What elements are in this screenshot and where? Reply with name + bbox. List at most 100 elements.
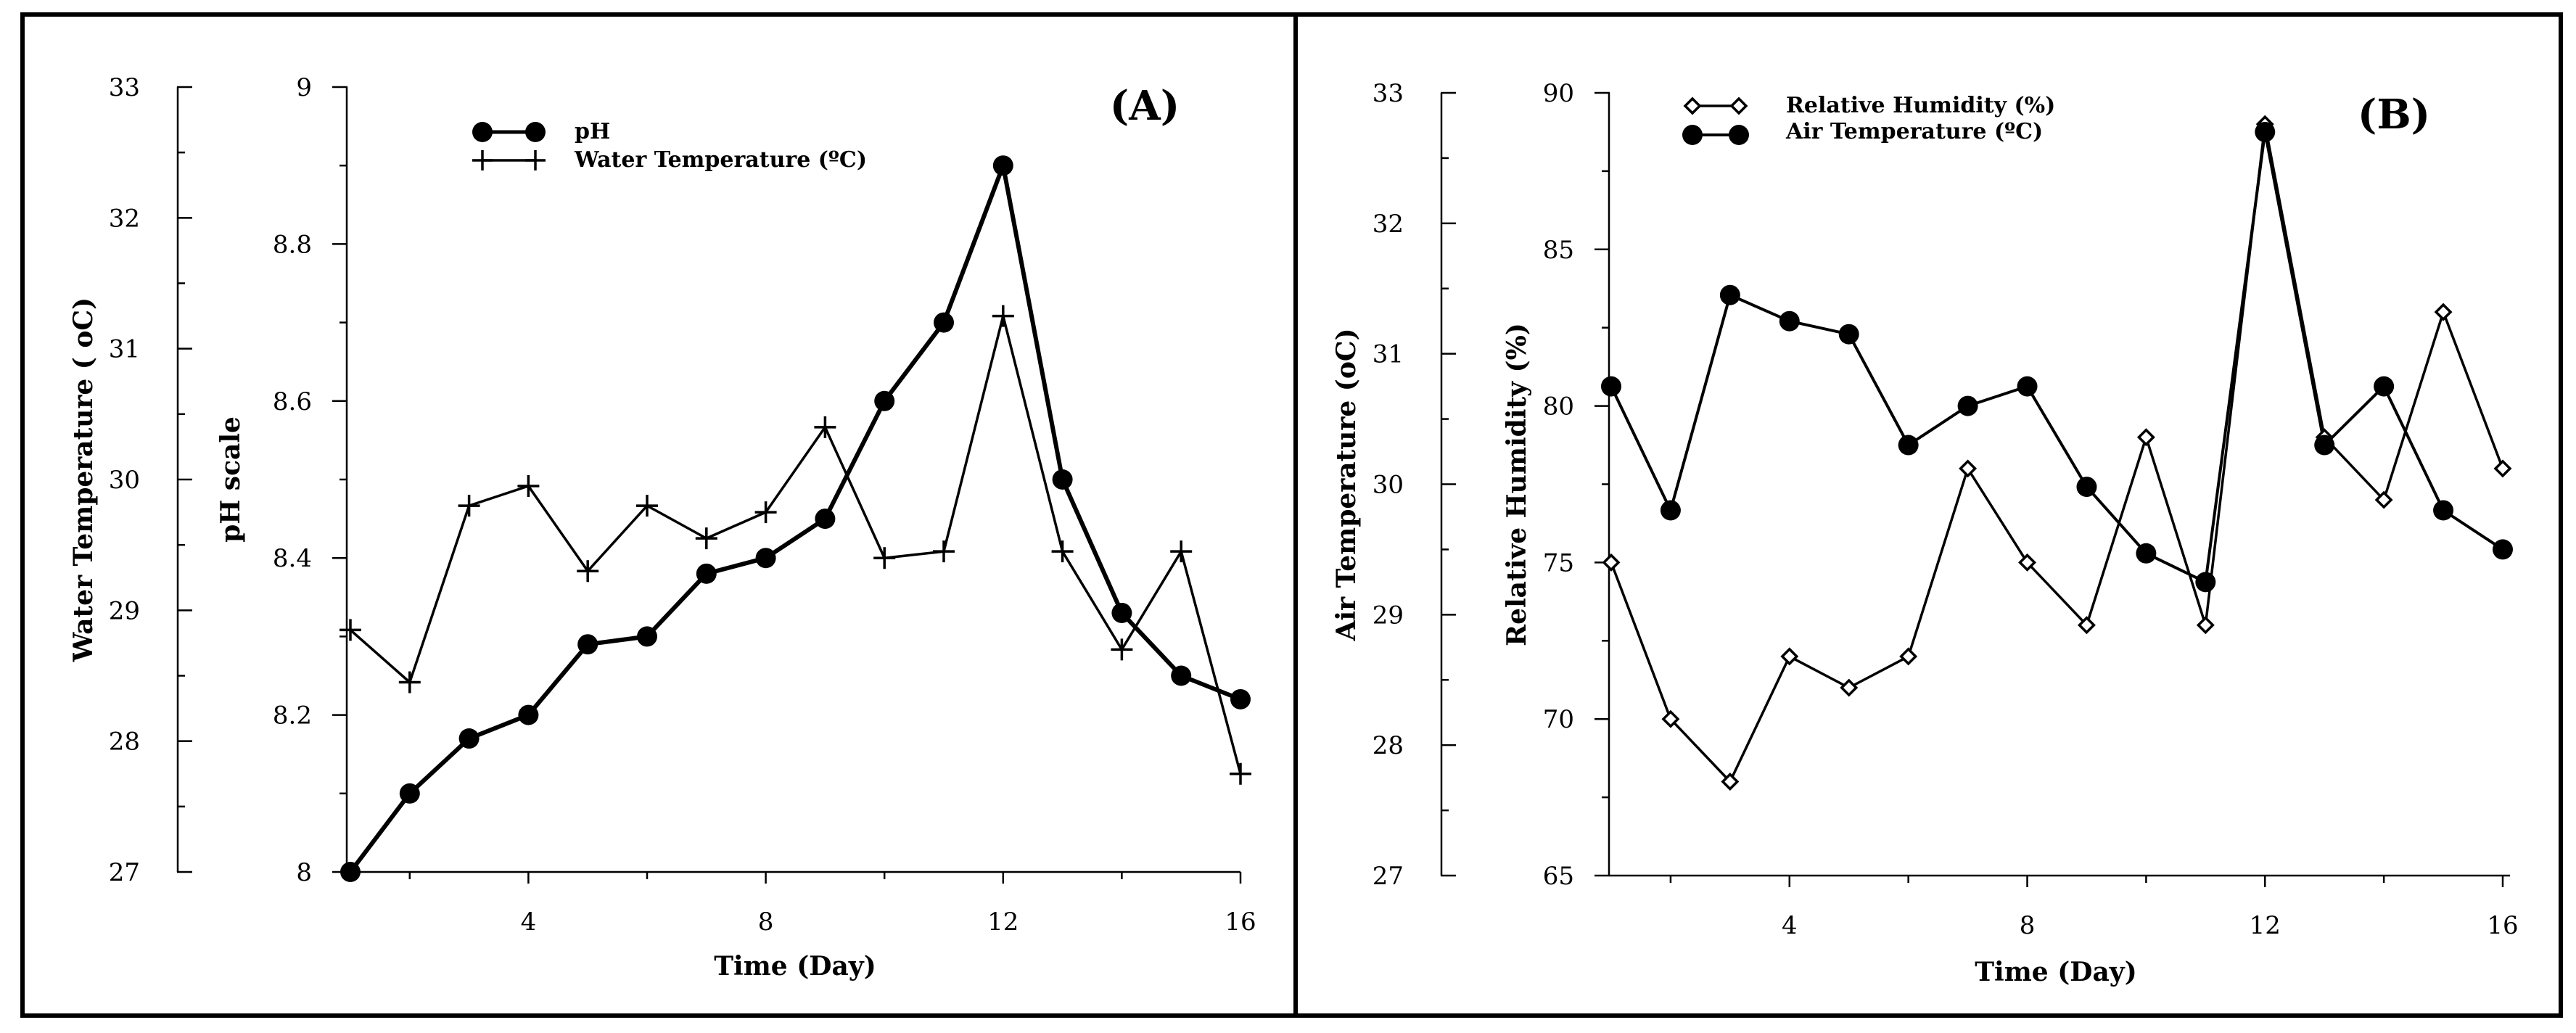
panel-b: 27 28 29 30 31 32 33 65 70 75 80 85 90 4 8 12 16 Air T… (1331, 79, 2519, 987)
data-point-air-temperature-6 (1898, 435, 1919, 456)
data-point-ph-4 (518, 704, 539, 725)
data-point-relative-humidity-8 (2018, 553, 2037, 572)
panel-b-x-axis-label: Time (Day) (1975, 957, 2137, 987)
figure-frame (20, 12, 2563, 1018)
panel-b-legend: Relative Humidity (%) Air Temperature (º… (1682, 93, 2055, 145)
data-point-ph-9 (815, 509, 836, 530)
left-axis-tick-label: 31 (1373, 340, 1404, 369)
right-axis-tick-label: 8.4 (273, 544, 312, 573)
panel-a-water-temp-ticks: 27 28 29 30 31 32 33 (109, 73, 192, 887)
data-point-air-temperature-2 (1660, 500, 1681, 521)
panel-b-label: (B) (2358, 91, 2430, 139)
data-point-water-temperature-15 (1170, 540, 1193, 563)
data-point-ph-2 (399, 783, 420, 804)
data-point-water-temperature-6 (636, 495, 658, 517)
legend-humidity-label: Relative Humidity (%) (1786, 93, 2055, 118)
legend-ph-marker (472, 122, 493, 142)
right-axis-tick-label: 8.6 (273, 387, 312, 416)
data-point-ph-1 (340, 862, 361, 882)
right-axis-tick-label: 8.2 (273, 701, 312, 730)
left-axis-tick-label: 32 (109, 204, 140, 233)
data-point-relative-humidity-7 (1959, 459, 1978, 478)
x-axis-tick-label: 4 (521, 908, 537, 937)
data-point-ph-8 (755, 548, 776, 569)
series-line-water-temperature (349, 314, 1242, 775)
data-point-air-temperature-5 (1838, 324, 1859, 345)
left-axis-tick-label: 33 (1373, 79, 1404, 108)
data-point-air-temperature-1 (1601, 376, 1621, 397)
legend-water-temp-marker (525, 150, 546, 170)
panel-b-humidity-axis-label: Relative Humidity (%) (1502, 323, 1532, 646)
left-axis-tick-label: 27 (109, 858, 140, 887)
right-axis-tick-label: 75 (1543, 548, 1574, 577)
data-point-ph-10 (874, 390, 895, 411)
data-point-ph-6 (637, 626, 657, 647)
data-point-ph-15 (1171, 665, 1192, 686)
right-axis-tick-label: 80 (1543, 392, 1574, 421)
data-point-ph-14 (1111, 602, 1132, 623)
right-axis-tick-label: 65 (1543, 862, 1574, 891)
left-axis-tick-label: 29 (109, 596, 140, 625)
legend-air-temp-label: Air Temperature (ºC) (1785, 119, 2043, 144)
data-point-air-temperature-14 (2374, 376, 2395, 397)
legend-air-temp-marker (1682, 125, 1703, 145)
x-axis-tick-label: 12 (2250, 911, 2281, 940)
panel-b-humidity-ticks: 65 70 75 80 85 90 (1543, 79, 1610, 891)
data-point-water-temperature-1 (340, 619, 361, 641)
series-line-air-temperature (1610, 130, 2504, 584)
legend-ph-label: pH (575, 119, 610, 144)
data-point-relative-humidity-3 (1721, 773, 1740, 791)
right-axis-tick-label: 8 (296, 858, 312, 887)
data-point-ph-5 (577, 634, 598, 655)
data-point-relative-humidity-5 (1840, 678, 1859, 697)
left-axis-tick-label: 31 (109, 335, 140, 364)
panel-a-water-temp-axis-label: Water Temperature ( oC) (68, 297, 99, 662)
panel-a-ph-ticks: 8 8.2 8.4 8.6 8.8 9 (273, 73, 347, 887)
data-point-water-temperature-10 (873, 547, 896, 569)
data-point-water-temperature-5 (577, 560, 599, 583)
right-axis-tick-label: 85 (1543, 236, 1574, 265)
data-point-air-temperature-16 (2493, 539, 2513, 560)
x-axis-tick-label: 8 (2020, 911, 2036, 940)
panel-a-series-markers (340, 155, 1251, 882)
left-axis-tick-label: 32 (1373, 210, 1404, 239)
data-point-relative-humidity-10 (2136, 428, 2155, 447)
series-line-relative-humidity (1610, 123, 2504, 783)
panel-b-series-markers (1601, 115, 2513, 791)
data-point-relative-humidity-16 (2493, 459, 2512, 478)
panel-a-legend: pH Water Temperature (ºC) (472, 119, 867, 173)
panel-a-x-ticks: 4 8 12 16 (408, 872, 1256, 937)
right-axis-tick-label: 8.8 (273, 230, 312, 259)
x-axis-tick-label: 12 (987, 908, 1019, 937)
legend-water-temp-label: Water Temperature (ºC) (574, 147, 867, 173)
left-axis-tick-label: 27 (1373, 862, 1404, 891)
data-point-air-temperature-9 (2076, 477, 2097, 498)
left-axis-tick-label: 30 (109, 466, 140, 495)
panel-a-label: (A) (1110, 82, 1180, 130)
left-axis-tick-label: 33 (109, 73, 140, 102)
data-point-water-temperature-3 (458, 495, 480, 517)
panel-b-x-ticks: 4 8 12 16 (1669, 876, 2519, 940)
x-axis-tick-label: 4 (1782, 911, 1798, 940)
x-axis-tick-label: 16 (1225, 908, 1256, 937)
panel-a-series-lines (348, 163, 1242, 873)
data-point-relative-humidity-4 (1780, 647, 1799, 666)
data-point-ph-11 (934, 312, 954, 333)
data-point-water-temperature-8 (754, 501, 777, 524)
right-axis-tick-label: 90 (1543, 79, 1574, 108)
panel-a: 27 28 29 30 31 32 33 8 8.2 8.4 8.6 8.8 9 4 8 12 16 Wat… (68, 73, 1256, 981)
data-point-air-temperature-8 (2017, 376, 2038, 397)
panel-b-air-temp-ticks: 27 28 29 30 31 32 33 (1373, 79, 1456, 891)
data-point-ph-7 (696, 563, 717, 584)
data-point-relative-humidity-1 (1602, 553, 1621, 572)
data-point-air-temperature-3 (1719, 284, 1740, 305)
legend-air-temp-marker (1729, 125, 1749, 145)
x-axis-tick-label: 16 (2487, 911, 2518, 940)
data-point-relative-humidity-2 (1661, 709, 1680, 728)
data-point-ph-3 (458, 728, 480, 749)
data-point-water-temperature-2 (398, 671, 421, 694)
panel-a-x-axis-label: Time (Day) (714, 951, 876, 981)
left-axis-tick-label: 28 (1373, 731, 1404, 760)
data-point-water-temperature-16 (1230, 762, 1251, 785)
